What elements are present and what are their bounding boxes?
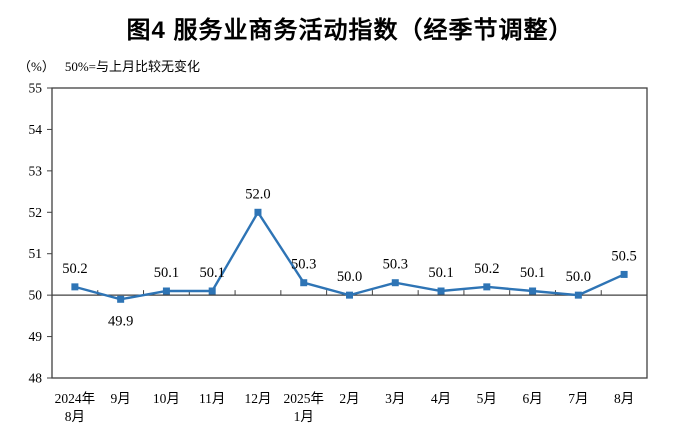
data-point-marker <box>254 208 262 216</box>
data-point-marker <box>208 287 216 295</box>
y-tick-label: 52 <box>29 205 43 220</box>
chart-title: 图4 服务业商务活动指数（经季节调整） <box>126 17 574 44</box>
y-tick-label: 54 <box>29 122 43 137</box>
data-point-marker <box>71 283 79 291</box>
y-tick-label: 49 <box>29 329 43 344</box>
y-tick-label: 55 <box>29 81 43 96</box>
data-point-marker <box>117 295 125 303</box>
y-axis-unit-label: （%） <box>18 59 55 74</box>
y-tick-label: 50 <box>29 288 43 303</box>
data-label: 49.9 <box>108 313 133 329</box>
reference-note: 50%=与上月比较无变化 <box>64 59 201 74</box>
x-tick-label: 2月 <box>339 391 359 406</box>
data-label: 50.5 <box>611 248 636 264</box>
series-markers <box>71 208 628 303</box>
data-point-marker <box>346 291 353 299</box>
x-tick-label: 11月 <box>199 391 226 406</box>
x-tick-label: 4月 <box>431 391 451 406</box>
x-tick-label: 1月 <box>294 409 314 424</box>
data-label: 50.1 <box>520 265 545 281</box>
y-axis: 48 49 50 51 52 53 54 55 <box>29 81 52 386</box>
data-labels: 50.2 49.9 50.1 50.1 52.0 50.3 50.0 50.3 50.1 50.2… <box>62 186 637 329</box>
data-label: 50.0 <box>337 269 362 285</box>
x-tick-label: 6月 <box>522 391 542 406</box>
chart-subtitle: （%） 50%=与上月比较无变化 <box>18 56 200 75</box>
y-tick-label: 53 <box>29 163 43 178</box>
x-tick-label: 5月 <box>477 391 497 406</box>
data-point-marker <box>162 287 170 295</box>
data-point-marker <box>391 279 399 287</box>
x-tick-label: 8月 <box>65 409 85 424</box>
x-tick-label: 3月 <box>385 391 405 406</box>
x-tick-label: 8月 <box>614 391 634 406</box>
x-tick-label: 9月 <box>111 391 131 406</box>
x-tick-label: 2025年 <box>283 391 324 406</box>
data-label: 50.3 <box>383 257 408 273</box>
x-tick-label: 7月 <box>568 391 588 406</box>
data-label: 50.3 <box>291 257 316 273</box>
x-tick-label: 10月 <box>153 391 180 406</box>
data-label: 50.1 <box>428 265 453 281</box>
data-label: 50.2 <box>62 261 87 277</box>
data-label: 50.1 <box>200 265 225 281</box>
data-label: 50.0 <box>566 269 591 285</box>
data-label: 50.2 <box>474 261 499 277</box>
data-label: 50.1 <box>154 265 179 281</box>
y-tick-label: 51 <box>29 246 43 261</box>
x-tick-label: 12月 <box>244 391 271 406</box>
x-axis-labels: 2024年 8月 9月 10月 11月 12月 2025年 1月 2月 3月 4月 5月 6月 7月 8月 <box>55 391 635 424</box>
data-point-marker <box>574 291 582 299</box>
data-point-marker <box>483 283 491 291</box>
x-tick-label: 2024年 <box>55 391 96 406</box>
data-point-marker <box>300 279 308 287</box>
data-label: 52.0 <box>245 186 270 202</box>
series-line <box>74 209 625 301</box>
plot-border <box>51 87 648 379</box>
data-point-marker <box>620 270 628 278</box>
data-point-marker <box>437 287 445 295</box>
data-point-marker <box>529 287 537 295</box>
y-tick-label: 48 <box>29 371 43 386</box>
